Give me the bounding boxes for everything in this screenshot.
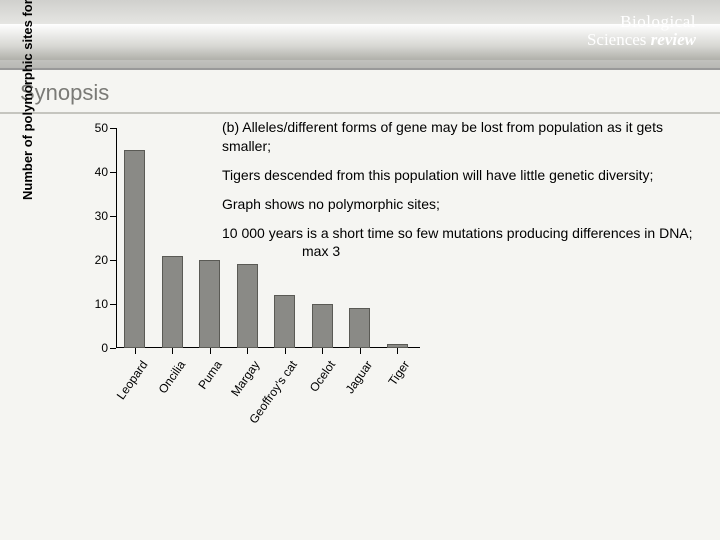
x-tick-label: Puma <box>196 358 225 392</box>
y-tick-label: 40 <box>95 165 108 179</box>
x-tick <box>210 348 211 354</box>
x-tick <box>360 348 361 354</box>
bar <box>312 304 333 348</box>
y-axis-label: Number of polymorphic sites for this enz… <box>20 0 35 200</box>
y-tick-label: 50 <box>95 121 108 135</box>
y-tick-label: 10 <box>95 297 108 311</box>
y-tick <box>110 172 116 173</box>
x-tick-label: Ocelot <box>306 358 337 394</box>
y-tick <box>110 304 116 305</box>
y-tick <box>110 348 116 349</box>
y-tick <box>110 216 116 217</box>
header-bar: Biological Sciences review <box>0 0 720 70</box>
note-3: Graph shows no polymorphic sites; <box>222 195 704 214</box>
logo-line1: Biological <box>587 12 696 32</box>
content-area: Number of polymorphic sites for this enz… <box>0 114 720 128</box>
notes-block: (b) Alleles/different forms of gene may … <box>222 118 704 271</box>
synopsis-title: Synopsis <box>0 70 720 114</box>
x-tick-label: Margay <box>228 358 262 399</box>
bar <box>274 295 295 348</box>
x-tick <box>172 348 173 354</box>
note-1: (b) Alleles/different forms of gene may … <box>222 118 704 156</box>
bar <box>162 256 183 348</box>
y-tick <box>110 128 116 129</box>
y-tick-label: 30 <box>95 209 108 223</box>
x-tick <box>135 348 136 354</box>
x-tick <box>397 348 398 354</box>
x-tick-label: Leopard <box>113 358 150 402</box>
bar <box>349 308 370 348</box>
x-tick-label: Jaguar <box>343 358 376 396</box>
note-4-text: 10 000 years is a short time so few muta… <box>222 225 693 241</box>
bar <box>124 150 145 348</box>
logo-line2b: review <box>651 30 696 49</box>
x-tick <box>285 348 286 354</box>
bar <box>199 260 220 348</box>
note-4-max: max 3 <box>302 242 340 261</box>
y-tick-label: 20 <box>95 253 108 267</box>
y-tick <box>110 260 116 261</box>
x-tick-label: Tiger <box>386 358 413 388</box>
x-tick <box>247 348 248 354</box>
logo-line2a: Sciences <box>587 30 646 49</box>
y-axis <box>116 128 117 348</box>
note-4: 10 000 years is a short time so few muta… <box>222 224 704 262</box>
bar <box>237 264 258 348</box>
brand-logo: Biological Sciences review <box>587 12 696 50</box>
logo-line2: Sciences review <box>587 30 696 50</box>
x-tick-label: Oncilia <box>155 358 188 396</box>
note-2: Tigers descended from this population wi… <box>222 166 704 185</box>
y-tick-label: 0 <box>101 341 108 355</box>
x-tick <box>322 348 323 354</box>
